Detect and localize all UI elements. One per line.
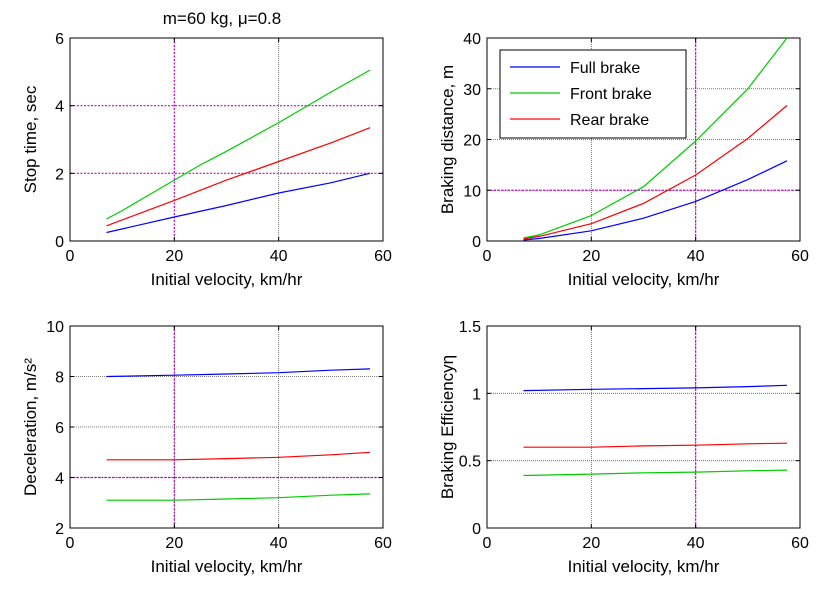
y-tick-label: 2 — [55, 166, 64, 183]
x-tick-label: 0 — [66, 535, 75, 552]
x-tick-label: 60 — [791, 248, 809, 265]
legend-label-full: Full brake — [570, 60, 640, 77]
x-axis-label: Initial velocity, km/hr — [151, 270, 303, 289]
x-tick-label: 20 — [582, 535, 600, 552]
y-tick-label: 2 — [55, 521, 64, 538]
y-tick-label: 4 — [55, 99, 64, 116]
x-tick-label: 40 — [687, 535, 705, 552]
y-tick-label: 8 — [55, 370, 64, 387]
y-axis-label: Stop time, sec — [21, 85, 40, 193]
y-tick-label: 1 — [472, 386, 481, 403]
y-tick-label: 0.5 — [459, 454, 481, 471]
series-line-full — [106, 368, 371, 378]
y-tick-label: 40 — [463, 31, 481, 48]
y-tick-label: 6 — [55, 31, 64, 48]
x-axis-label: Initial velocity, km/hr — [151, 557, 303, 576]
y-tick-label: 0 — [472, 234, 481, 251]
x-tick-label: 0 — [66, 248, 75, 265]
y-tick-label: 6 — [55, 420, 64, 437]
x-tick-label: 40 — [687, 248, 705, 265]
y-tick-label: 30 — [463, 82, 481, 99]
x-tick-label: 20 — [165, 535, 183, 552]
x-axis-label: Initial velocity, km/hr — [568, 270, 720, 289]
x-tick-label: 60 — [791, 535, 809, 552]
series-line-front — [106, 69, 371, 220]
series-line-front — [523, 37, 788, 239]
x-tick-label: 40 — [270, 535, 288, 552]
chart-top-right: 0 20 40 60 0 10 20 30 40 Initial velocity, km/hr B… — [438, 31, 809, 289]
y-tick-label: 0 — [472, 521, 481, 538]
x-tick-label: 20 — [165, 248, 183, 265]
y-tick-label: 20 — [463, 133, 481, 150]
y-tick-label: 10 — [463, 183, 481, 200]
x-tick-label: 60 — [374, 535, 392, 552]
series-line-full — [523, 384, 788, 392]
legend-box — [499, 49, 687, 139]
legend-label-rear: Rear brake — [570, 112, 649, 129]
series-line-rear — [106, 451, 371, 461]
chart-bottom-left: 0 20 40 60 2 4 6 8 10 Initial velocity, km/hr Dece… — [21, 319, 392, 576]
series-line-front — [106, 493, 371, 501]
y-axis-label: Deceleration, m/s² — [21, 358, 40, 496]
y-tick-label: 10 — [46, 319, 64, 336]
axes-box — [69, 37, 384, 242]
series-line-full — [106, 172, 371, 234]
x-tick-label: 60 — [374, 248, 392, 265]
x-tick-label: 0 — [483, 248, 492, 265]
x-tick-label: 40 — [270, 248, 288, 265]
y-tick-label: 1.5 — [459, 319, 481, 336]
y-axis-label: Braking distance, m — [438, 65, 457, 214]
series-line-rear — [106, 127, 371, 227]
series-line-rear — [523, 442, 788, 448]
x-axis-label: Initial velocity, km/hr — [568, 557, 720, 576]
x-tick-label: 0 — [483, 535, 492, 552]
chart-top-left: 0 20 40 60 0 2 4 6 Initial velocity, km/hr Stop t… — [21, 31, 392, 289]
y-tick-label: 4 — [55, 471, 64, 488]
chart-bottom-right: 0 20 40 60 0 0.5 1 1.5 Initial velocity, km/hr Br… — [438, 319, 809, 576]
y-tick-label: 0 — [55, 234, 64, 251]
y-axis-label: Braking Efficiencyη — [438, 355, 457, 499]
figure-title: m=60 kg, μ=0.8 — [163, 9, 281, 28]
legend-label-front: Front brake — [570, 86, 652, 103]
series-line-full — [523, 160, 788, 241]
series-line-front — [523, 469, 788, 477]
series-line-rear — [523, 105, 788, 240]
x-tick-label: 20 — [582, 248, 600, 265]
axes-box — [486, 325, 801, 529]
